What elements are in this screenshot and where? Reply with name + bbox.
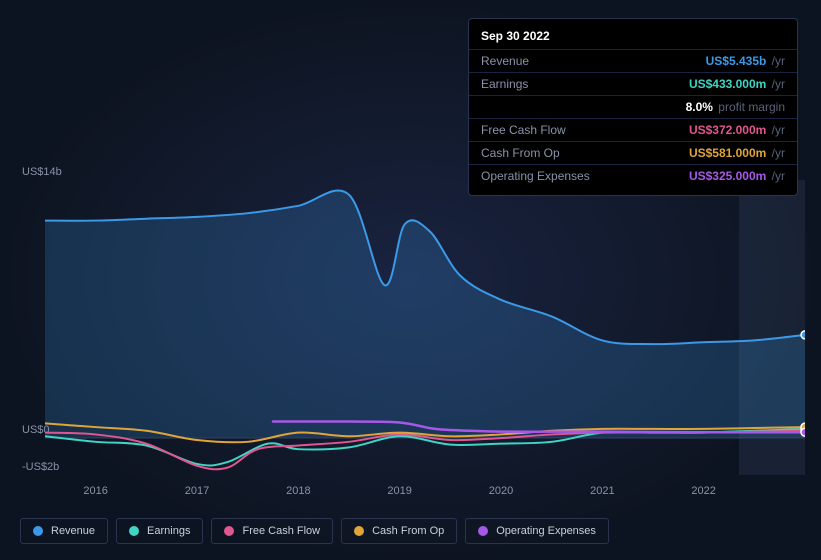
x-axis-label: 2021 <box>590 485 614 497</box>
tooltip-row-value: US$5.435b /yr <box>706 54 785 68</box>
tooltip-date: Sep 30 2022 <box>469 27 797 49</box>
tooltip-row: Cash From Op US$581.000m /yr <box>469 141 797 164</box>
tooltip-row-label: Free Cash Flow <box>481 123 566 137</box>
tooltip-row-label: Cash From Op <box>481 146 560 160</box>
legend-label: Cash From Op <box>372 525 444 537</box>
legend-label: Free Cash Flow <box>242 525 320 537</box>
tooltip-row: Free Cash Flow US$372.000m /yr <box>469 118 797 141</box>
y-axis-label: US$14b <box>22 166 62 178</box>
tooltip-row-label: Operating Expenses <box>481 169 590 183</box>
x-axis-label: 2016 <box>83 485 107 497</box>
legend-swatch <box>478 526 488 536</box>
legend-label: Revenue <box>51 525 95 537</box>
tooltip-row-value: 8.0% profit margin <box>686 100 785 114</box>
tooltip-row-label: Earnings <box>481 77 528 91</box>
revenue-end-marker <box>801 331 805 339</box>
x-axis-label: 2022 <box>691 485 715 497</box>
tooltip-row: Earnings US$433.000m /yr <box>469 72 797 95</box>
line-chart[interactable] <box>45 180 805 475</box>
opex-end-marker <box>801 428 805 436</box>
tooltip-row: 8.0% profit margin <box>469 95 797 118</box>
legend-swatch <box>129 526 139 536</box>
tooltip-row: Operating Expenses US$325.000m /yr <box>469 164 797 187</box>
legend-item-cfo[interactable]: Cash From Op <box>341 518 457 544</box>
x-axis-label: 2019 <box>387 485 411 497</box>
legend-item-opex[interactable]: Operating Expenses <box>465 518 609 544</box>
legend-swatch <box>224 526 234 536</box>
tooltip-row-label: Revenue <box>481 54 529 68</box>
legend-swatch <box>354 526 364 536</box>
legend-item-fcf[interactable]: Free Cash Flow <box>211 518 333 544</box>
legend-label: Operating Expenses <box>496 525 596 537</box>
legend-swatch <box>33 526 43 536</box>
x-axis-label: 2020 <box>489 485 513 497</box>
tooltip-row-value: US$581.000m /yr <box>689 146 785 160</box>
legend-item-earnings[interactable]: Earnings <box>116 518 203 544</box>
tooltip-row: Revenue US$5.435b /yr <box>469 49 797 72</box>
legend-label: Earnings <box>147 525 190 537</box>
tooltip-row-value: US$372.000m /yr <box>689 123 785 137</box>
chart-tooltip: Sep 30 2022 Revenue US$5.435b /yr Earnings… <box>468 18 798 196</box>
tooltip-row-value: US$325.000m /yr <box>689 169 785 183</box>
chart-legend: Revenue Earnings Free Cash Flow Cash From O… <box>20 518 609 544</box>
x-axis-label: 2018 <box>286 485 310 497</box>
x-axis-label: 2017 <box>185 485 209 497</box>
tooltip-row-value: US$433.000m /yr <box>689 77 785 91</box>
legend-item-revenue[interactable]: Revenue <box>20 518 108 544</box>
